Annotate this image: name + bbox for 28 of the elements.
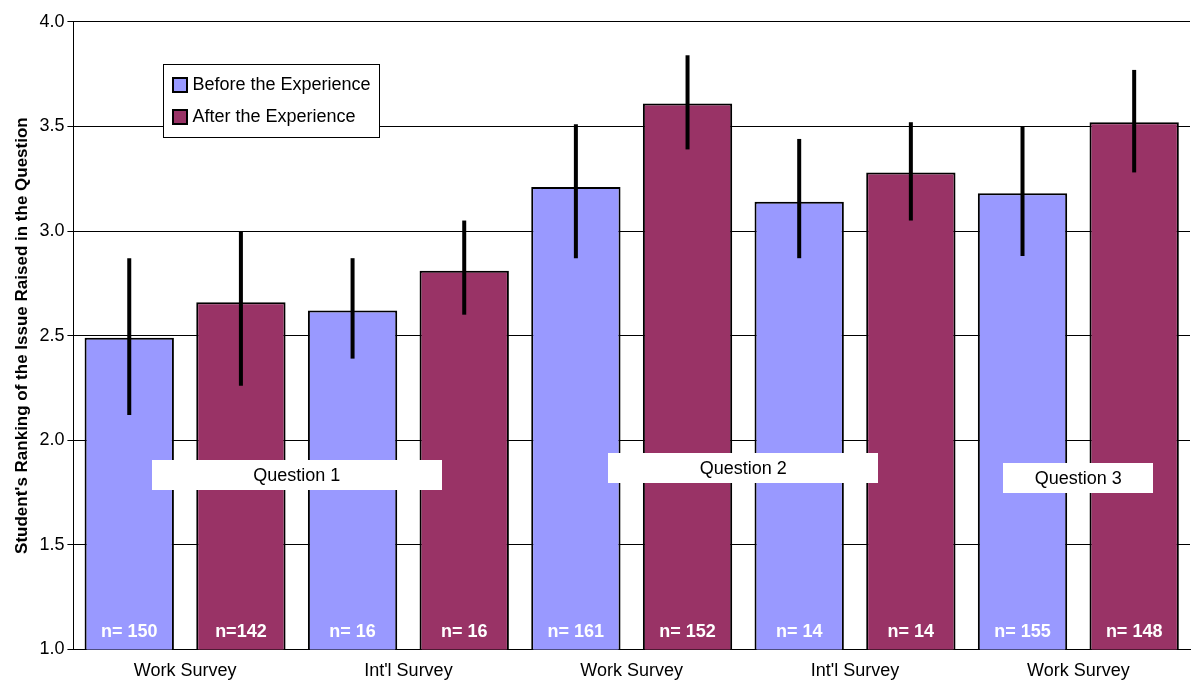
y-tick-label: 4.0 [39, 10, 65, 31]
annotation: n= 16 [439, 620, 489, 644]
y-tick-label: 2.0 [39, 429, 65, 450]
annotation: n= 16 [328, 620, 377, 644]
x-tick-label: Work Survey [1026, 660, 1130, 681]
x-tick-label: Work Survey [133, 660, 237, 681]
question-label: Question 3 [1003, 463, 1154, 493]
annotation: n= 150 [99, 620, 159, 644]
legend-label: After the Experience [192, 106, 356, 128]
y-tick-label: 1.5 [39, 533, 65, 554]
x-tick-label: Int'l Survey [364, 660, 453, 681]
annotation: n= 155 [993, 620, 1052, 644]
x-tick-label: Int'l Survey [810, 660, 900, 681]
y-tick-label: 2.5 [39, 324, 65, 345]
y-axis-title: Student's Ranking of the Issue Raised in the Question [11, 117, 31, 554]
question-label: Question 1 [151, 460, 442, 490]
y-tick-label: 3.0 [39, 219, 65, 240]
question-label: Question 2 [608, 453, 879, 483]
annotation: n=142 [214, 620, 268, 644]
annotation: n= 161 [546, 620, 606, 644]
x-tick-label: Work Survey [580, 660, 684, 681]
annotation: n= 14 [774, 620, 824, 644]
annotation: n= 148 [1104, 620, 1164, 644]
legend-label: Before the Experience [192, 74, 371, 96]
y-tick-label: 3.5 [39, 115, 65, 136]
annotation: n= 152 [658, 620, 717, 644]
y-tick-label: 1.0 [39, 638, 65, 659]
annotation: n= 14 [886, 620, 936, 644]
